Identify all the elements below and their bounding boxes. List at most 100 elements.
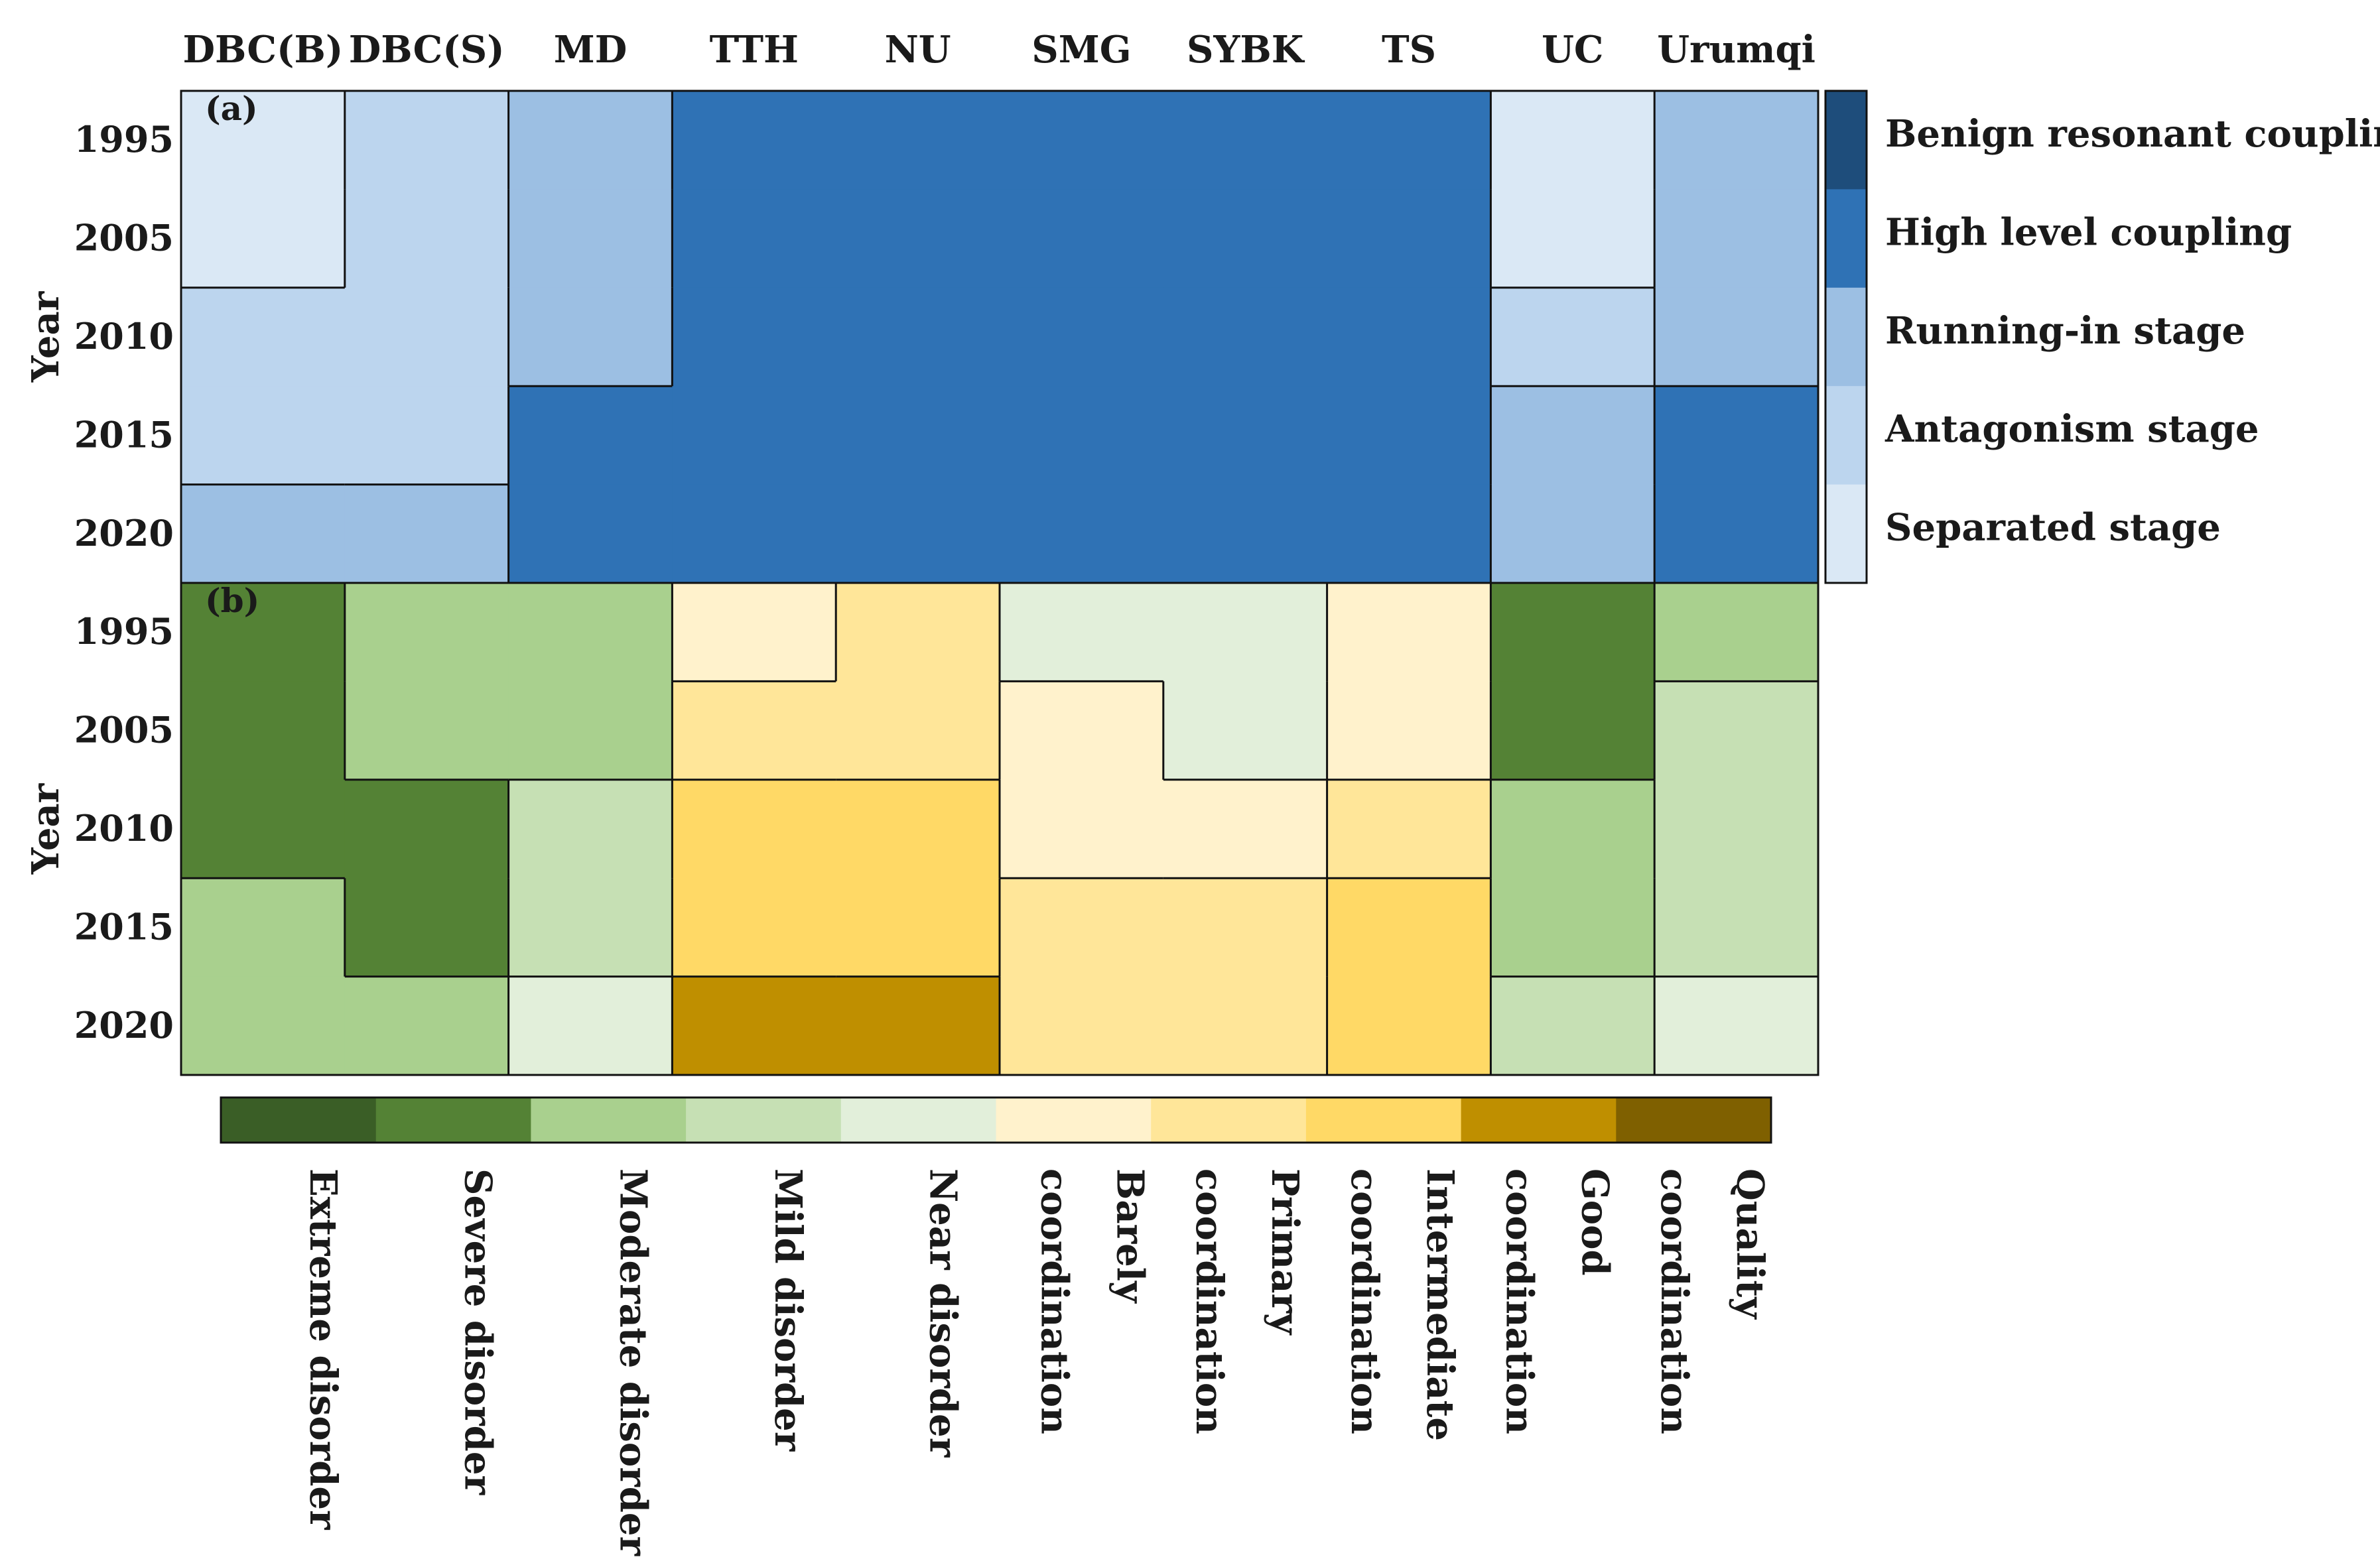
heatmap-cell-1-3-3 xyxy=(672,878,836,977)
legend-b-swatch xyxy=(1461,1097,1617,1143)
heatmap-cell-0-0-5 xyxy=(1000,91,1164,190)
heatmap-cell-1-1-4 xyxy=(836,681,1000,781)
legend-b-label: Good xyxy=(1573,1168,1617,1276)
heatmap-cell-1-1-2 xyxy=(508,681,673,781)
heatmap-cell-1-3-9 xyxy=(1654,878,1819,977)
y-tick-label: 2015 xyxy=(74,413,174,456)
heatmap-cell-1-0-3 xyxy=(672,583,836,682)
heatmap-cell-1-2-5 xyxy=(1000,779,1164,879)
heatmap-cell-0-1-6 xyxy=(1163,189,1328,288)
column-header: NU xyxy=(885,28,951,72)
y-tick-label: 1995 xyxy=(74,610,174,653)
heatmap-cell-0-3-2 xyxy=(508,386,673,485)
heatmap-cell-1-3-6 xyxy=(1163,878,1328,977)
heatmap-cell-1-4-8 xyxy=(1490,976,1655,1076)
column-header: SYBK xyxy=(1187,28,1305,72)
heatmap-cell-1-2-0 xyxy=(181,779,346,879)
heatmap-cell-0-2-9 xyxy=(1654,287,1819,387)
heatmap-cell-0-4-3 xyxy=(672,484,836,584)
heatmap-cell-1-2-3 xyxy=(672,779,836,879)
legend-a-swatch xyxy=(1825,484,1867,584)
heatmap-cell-0-2-7 xyxy=(1327,287,1491,387)
y-axis-label: Year xyxy=(24,290,68,383)
heatmap-cell-1-3-5 xyxy=(1000,878,1164,977)
legend-b-label: coordination xyxy=(1032,1168,1076,1434)
heatmap-cell-1-0-6 xyxy=(1163,583,1328,682)
heatmap-cell-0-1-8 xyxy=(1490,189,1655,288)
heatmap-cell-1-0-9 xyxy=(1654,583,1819,682)
legend-b-swatch xyxy=(531,1097,687,1143)
heatmap-cell-0-1-3 xyxy=(672,189,836,288)
column-header: MD xyxy=(554,28,628,72)
heatmap-cell-1-4-3 xyxy=(672,976,836,1076)
heatmap-cell-0-4-2 xyxy=(508,484,673,584)
heatmap-cell-0-1-9 xyxy=(1654,189,1819,288)
heatmap-cell-1-1-8 xyxy=(1490,681,1655,781)
heatmap-cell-0-3-0 xyxy=(181,386,346,485)
heatmap-cell-1-3-8 xyxy=(1490,878,1655,977)
heatmap-cell-0-2-2 xyxy=(508,287,673,387)
legend-b-label: coordination xyxy=(1497,1168,1541,1434)
heatmap-cell-0-3-7 xyxy=(1327,386,1491,485)
legend-b-frame xyxy=(220,1096,1772,1144)
heatmap-cell-0-1-0 xyxy=(181,189,346,288)
column-header: UC xyxy=(1542,28,1603,72)
heatmap-cell-1-1-0 xyxy=(181,681,346,781)
heatmap-cell-0-2-6 xyxy=(1163,287,1328,387)
heatmap-cell-1-4-1 xyxy=(344,976,509,1076)
y-tick-label: 2010 xyxy=(74,807,174,849)
heatmap-cell-1-3-0 xyxy=(181,878,346,977)
heatmap-cell-1-1-3 xyxy=(672,681,836,781)
heatmap-cell-1-0-4 xyxy=(836,583,1000,682)
heatmap-cell-0-3-4 xyxy=(836,386,1000,485)
heatmap-cell-0-1-1 xyxy=(344,189,509,288)
legend-b-swatch xyxy=(996,1097,1152,1143)
legend-b-label: Mild disorder xyxy=(766,1168,810,1452)
heatmap-cell-1-4-2 xyxy=(508,976,673,1076)
heatmap-cell-0-3-1 xyxy=(344,386,509,485)
y-tick-label: 1995 xyxy=(74,118,174,160)
legend-b-swatch xyxy=(840,1097,997,1143)
legend-b-label: Moderate disorder xyxy=(611,1168,655,1557)
y-tick-label: 2010 xyxy=(74,315,174,357)
heatmap-cell-0-1-4 xyxy=(836,189,1000,288)
heatmap-cell-1-4-0 xyxy=(181,976,346,1076)
heatmap-cell-0-4-9 xyxy=(1654,484,1819,584)
heatmap-cell-0-1-5 xyxy=(1000,189,1164,288)
heatmap-cell-0-2-8 xyxy=(1490,287,1655,387)
heatmap-cell-0-2-1 xyxy=(344,287,509,387)
legend-a-label: Antagonism stage xyxy=(1884,407,2259,451)
heatmap-cell-0-3-9 xyxy=(1654,386,1819,485)
column-header: DBC(B) xyxy=(182,28,343,72)
heatmap-cell-1-3-7 xyxy=(1327,878,1491,977)
legend-b-label: coordination xyxy=(1343,1168,1386,1434)
y-tick-label: 2015 xyxy=(74,905,174,948)
heatmap-cell-0-4-6 xyxy=(1163,484,1328,584)
legend-b-swatch xyxy=(375,1097,531,1143)
legend-b-label: Primary xyxy=(1263,1168,1307,1336)
heatmap-cell-0-2-5 xyxy=(1000,287,1164,387)
y-axis-label: Year xyxy=(24,782,68,875)
column-header: TS xyxy=(1382,28,1436,72)
legend-a-frame xyxy=(1824,90,1868,584)
heatmap-cell-1-0-0 xyxy=(181,583,346,682)
heatmap-cell-1-4-4 xyxy=(836,976,1000,1076)
heatmap-cell-1-0-7 xyxy=(1327,583,1491,682)
heatmap-cell-1-2-2 xyxy=(508,779,673,879)
legend-a-swatch xyxy=(1825,91,1867,190)
column-header: Urumqi xyxy=(1657,28,1816,72)
heatmap-cell-0-3-5 xyxy=(1000,386,1164,485)
heatmap-cell-0-2-0 xyxy=(181,287,346,387)
heatmap-cell-1-1-9 xyxy=(1654,681,1819,781)
heatmap-cell-1-1-1 xyxy=(344,681,509,781)
y-tick-label: 2005 xyxy=(74,217,174,259)
heatmap-cell-1-1-6 xyxy=(1163,681,1328,781)
legend-b-label: Intermediate xyxy=(1418,1168,1462,1441)
heatmap-cell-0-0-6 xyxy=(1163,91,1328,190)
heatmap-cell-1-2-7 xyxy=(1327,779,1491,879)
heatmap-cell-1-4-6 xyxy=(1163,976,1328,1076)
heatmap-cell-1-4-7 xyxy=(1327,976,1491,1076)
heatmap-cell-1-4-9 xyxy=(1654,976,1819,1076)
legend-b-label: Extreme disorder xyxy=(301,1168,345,1531)
